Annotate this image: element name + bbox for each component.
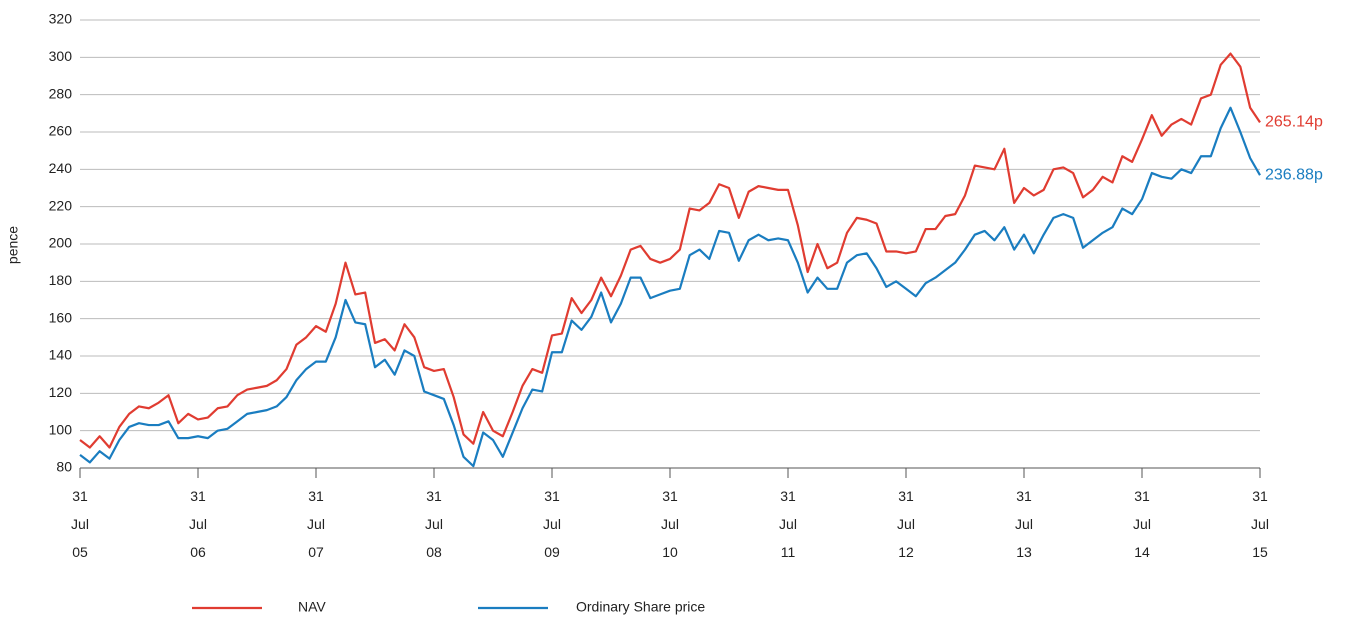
y-tick-label: 160 — [49, 309, 73, 325]
y-tick-label: 180 — [49, 272, 73, 288]
x-tick-label: 31 Jul 14 — [1133, 488, 1151, 560]
x-tick-label: 31 Jul 10 — [661, 488, 679, 560]
y-tick-label: 260 — [49, 123, 73, 139]
y-tick-label: 200 — [49, 235, 73, 251]
x-tick-label: 31 Jul 09 — [543, 488, 561, 560]
x-tick-label: 31 Jul 11 — [779, 488, 797, 560]
end-label: 265.14p — [1265, 114, 1323, 131]
y-tick-label: 220 — [49, 197, 73, 213]
y-tick-label: 100 — [49, 421, 73, 437]
y-tick-label: 140 — [49, 347, 73, 363]
legend-label: Ordinary Share price — [576, 599, 705, 615]
y-tick-label: 300 — [49, 48, 73, 64]
y-tick-label: 80 — [56, 459, 72, 475]
x-tick-label: 31 Jul 12 — [897, 488, 915, 560]
line-series — [79, 52, 1261, 449]
x-tick-label: 31 Jul 15 — [1251, 488, 1269, 560]
x-tick-label: 31 Jul 08 — [425, 488, 443, 560]
y-tick-label: 320 — [49, 11, 73, 27]
line-series — [79, 106, 1261, 468]
y-tick-label: 120 — [49, 384, 73, 400]
y-axis-label: pence — [5, 226, 21, 264]
y-tick-label: 240 — [49, 160, 73, 176]
x-tick-label: 31 Jul 05 — [71, 488, 89, 560]
end-label: 236.88p — [1265, 166, 1323, 183]
legend-label: NAV — [298, 599, 326, 615]
x-tick-label: 31 Jul 13 — [1015, 488, 1033, 560]
y-tick-label: 280 — [49, 85, 73, 101]
x-tick-label: 31 Jul 07 — [307, 488, 325, 560]
x-tick-label: 31 Jul 06 — [189, 488, 207, 560]
